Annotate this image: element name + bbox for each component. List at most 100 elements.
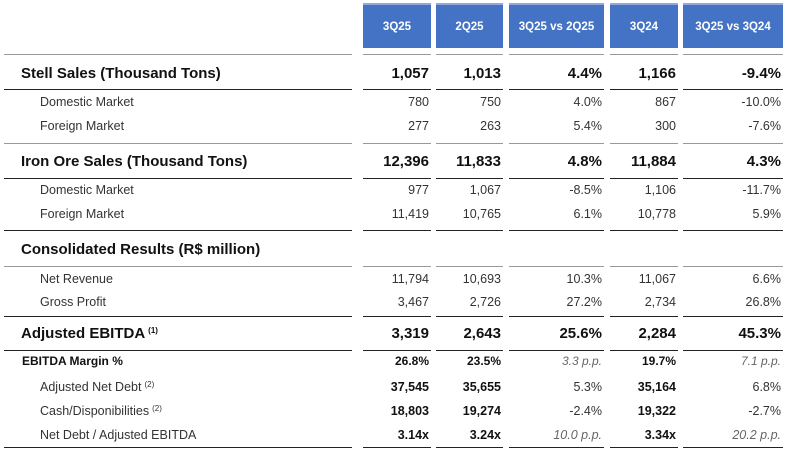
value-cell: 2,284: [638, 324, 676, 342]
value-cell: 1,013: [463, 64, 501, 82]
value-cell: 867: [655, 95, 676, 109]
row-divider: [363, 178, 431, 179]
row-divider: [683, 143, 783, 144]
value-cell: -8.5%: [569, 183, 602, 197]
value-cell: -11.7%: [742, 183, 781, 197]
row-divider: [436, 178, 503, 179]
value-cell: 300: [655, 119, 676, 133]
row-divider: [683, 89, 783, 90]
row-divider: [509, 230, 604, 231]
value-cell: 6.8%: [752, 380, 782, 394]
row-divider: [683, 54, 783, 55]
row-label-text: Foreign Market: [40, 119, 125, 133]
value-cell: 2,643: [463, 324, 501, 342]
value-cell: 6.6%: [752, 272, 782, 286]
value-cell: 2,726: [469, 295, 501, 309]
row-divider: [683, 350, 783, 351]
row-label: Domestic Market: [4, 179, 352, 201]
footnote-marker: (2): [152, 403, 162, 413]
value-cell: 750: [480, 95, 501, 109]
value-cell: 5.4%: [573, 119, 603, 133]
row-label-text: Adjusted Net Debt: [40, 380, 142, 394]
row-divider: [610, 89, 678, 90]
value-cell: 780: [408, 95, 429, 109]
row-label: Iron Ore Sales (Thousand Tons): [4, 150, 352, 172]
row-divider: [4, 447, 352, 448]
row-divider: [509, 266, 604, 267]
value-cell: -2.7%: [748, 404, 781, 418]
row-divider: [509, 350, 604, 351]
header-3q25: 3Q25: [363, 3, 431, 48]
row-divider: [4, 54, 352, 55]
value-cell: 11,884: [630, 152, 676, 170]
row-label: Foreign Market: [4, 203, 352, 225]
row-divider: [363, 54, 431, 55]
value-cell: 37,545: [390, 380, 429, 394]
row-divider: [610, 266, 678, 267]
value-cell: 20.2 p.p.: [732, 428, 781, 442]
row-divider: [363, 447, 431, 448]
row-divider: [509, 143, 604, 144]
value-cell: 3.3 p.p.: [561, 354, 602, 368]
footnote-marker: (2): [144, 379, 155, 389]
value-cell: 2,734: [644, 295, 676, 309]
header-2q25: 2Q25: [436, 3, 503, 48]
value-cell: -10.0%: [741, 95, 781, 109]
value-cell: 11,794: [391, 272, 429, 286]
value-cell: 10.3%: [566, 272, 602, 286]
row-divider: [610, 54, 678, 55]
value-cell: 5.9%: [752, 207, 782, 221]
value-cell: 10,765: [462, 207, 501, 221]
value-cell: 3.34x: [644, 428, 676, 442]
value-cell: 18,803: [390, 404, 429, 418]
row-label-text: Domestic Market: [40, 95, 134, 109]
row-label-text: Cash/Disponibilities: [40, 404, 150, 418]
value-cell: 1,106: [644, 183, 676, 197]
value-cell: 1,057: [391, 64, 429, 82]
row-label-text: Net Debt / Adjusted EBITDA: [40, 428, 197, 442]
value-cell: 4.8%: [567, 152, 602, 170]
row-divider: [363, 266, 431, 267]
header-3q25-vs-3q24: 3Q25 vs 3Q24: [683, 3, 783, 48]
row-divider: [4, 178, 352, 179]
value-cell: 3.24x: [469, 428, 501, 442]
row-label: Foreign Market: [4, 115, 352, 137]
row-divider: [509, 447, 604, 448]
row-label: Net Debt / Adjusted EBITDA: [4, 424, 352, 446]
row-divider: [436, 89, 503, 90]
row-divider: [610, 178, 678, 179]
row-divider: [683, 447, 783, 448]
value-cell: -2.4%: [569, 404, 602, 418]
value-cell: 11,067: [638, 272, 676, 286]
row-divider: [610, 230, 678, 231]
value-cell: [509, 238, 604, 260]
row-divider: [4, 89, 352, 90]
row-label: Adjusted EBITDA (1): [4, 322, 352, 344]
row-label-text: Foreign Market: [40, 207, 125, 221]
value-cell: 277: [408, 119, 429, 133]
row-label: Domestic Market: [4, 91, 352, 113]
value-cell: [363, 238, 431, 260]
row-divider: [610, 143, 678, 144]
row-divider: [363, 350, 431, 351]
row-divider: [436, 266, 503, 267]
row-label: Adjusted Net Debt (2): [4, 376, 352, 398]
row-divider: [363, 230, 431, 231]
row-divider: [610, 316, 678, 317]
row-label: Gross Profit: [4, 291, 352, 313]
value-cell: [610, 238, 678, 260]
row-divider: [436, 350, 503, 351]
value-cell: 5.3%: [573, 380, 603, 394]
row-divider: [436, 54, 503, 55]
value-cell: 3,467: [397, 295, 429, 309]
value-cell: 3.14x: [397, 428, 429, 442]
value-cell: 1,166: [638, 64, 676, 82]
row-label-text: Iron Ore Sales (Thousand Tons): [21, 152, 248, 170]
row-divider: [363, 143, 431, 144]
row-divider: [509, 89, 604, 90]
row-label-text: Gross Profit: [40, 295, 106, 309]
row-label: Stell Sales (Thousand Tons): [4, 62, 352, 84]
value-cell: 19.7%: [641, 354, 676, 368]
value-cell: 10,778: [637, 207, 676, 221]
row-divider: [436, 230, 503, 231]
